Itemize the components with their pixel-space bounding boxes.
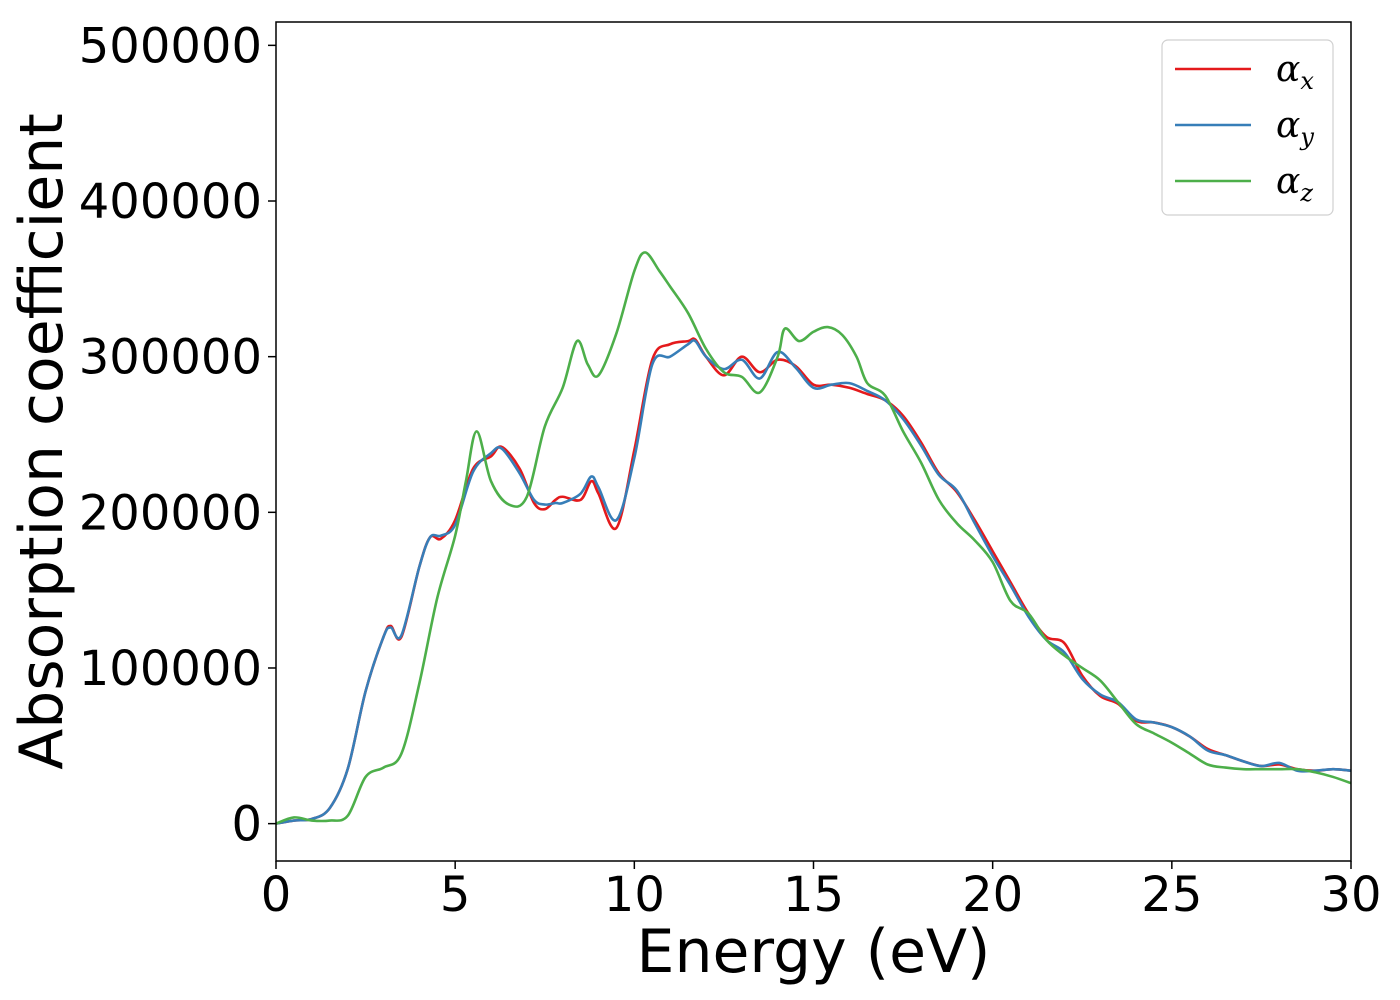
legend-subscript: x — [1300, 67, 1314, 95]
y-tick-label: 500000 — [79, 18, 262, 74]
y-tick-label: 400000 — [79, 174, 262, 230]
legend-label-x: αx — [1276, 49, 1314, 95]
series-layer — [276, 251, 1351, 825]
legend-subscript: y — [1299, 123, 1314, 151]
legend-label-z: αz — [1276, 161, 1313, 207]
y-tick-label: 200000 — [79, 485, 262, 541]
x-tick-label: 10 — [604, 867, 665, 923]
series-line-y — [276, 339, 1351, 825]
x-tick-label: 15 — [783, 867, 844, 923]
y-tick-label: 300000 — [79, 330, 262, 386]
x-tick-label: 5 — [440, 867, 471, 923]
legend-symbol: α — [1276, 105, 1300, 146]
legend-symbol: α — [1276, 161, 1300, 202]
x-axis: 0 5 10 15 20 25 30 — [261, 861, 1382, 923]
legend-subscript: z — [1299, 179, 1313, 207]
series-line-z — [276, 251, 1351, 825]
legend-box — [1161, 39, 1334, 216]
y-tick-label: 0 — [231, 797, 262, 853]
y-axis-title: Absorption coefficient — [7, 113, 77, 770]
y-axis: 0 100000 200000 300000 400000 500000 — [79, 18, 276, 853]
y-tick-label: 100000 — [79, 641, 262, 697]
x-tick-label: 0 — [261, 867, 292, 923]
legend-symbol: α — [1276, 49, 1300, 90]
x-tick-label: 20 — [962, 867, 1023, 923]
x-tick-label: 30 — [1320, 867, 1381, 923]
legend-label-y: αy — [1276, 105, 1314, 151]
x-axis-title: Energy (eV) — [637, 917, 991, 987]
x-tick-label: 25 — [1141, 867, 1202, 923]
